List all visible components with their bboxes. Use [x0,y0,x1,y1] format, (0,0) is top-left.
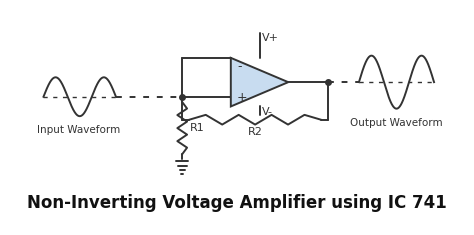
Text: V+: V+ [262,33,279,43]
Text: R1: R1 [190,123,205,133]
Text: R2: R2 [248,127,263,137]
Text: Non-Inverting Voltage Amplifier using IC 741: Non-Inverting Voltage Amplifier using IC… [27,195,447,212]
Text: -: - [237,60,241,73]
Text: +: + [237,91,247,104]
Text: Output Waveform: Output Waveform [350,118,442,128]
Text: Input Waveform: Input Waveform [37,125,120,135]
Text: V-: V- [262,107,273,117]
Polygon shape [231,58,288,106]
